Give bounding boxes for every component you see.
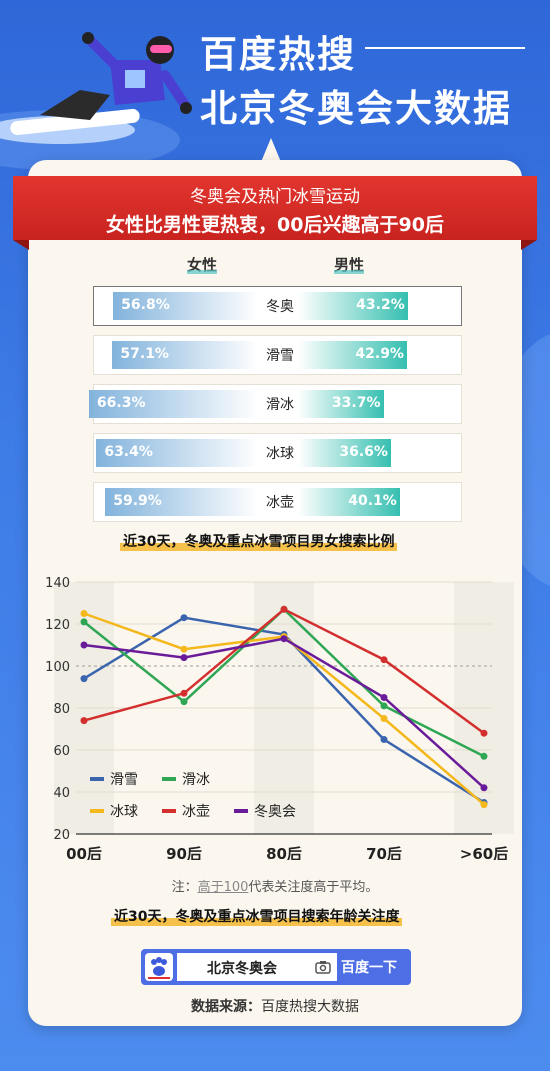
male-bar bbox=[298, 292, 409, 320]
source-label: 数据来源： bbox=[191, 999, 261, 1015]
male-bar bbox=[298, 488, 401, 516]
female-bar bbox=[88, 390, 258, 418]
gender-row: 66.3% 滑冰 33.7% bbox=[88, 384, 462, 424]
series-point bbox=[80, 618, 88, 626]
gender-row: 56.8% 冬奥 43.2% bbox=[93, 286, 462, 326]
y-tick-label: 140 bbox=[45, 576, 70, 591]
female-bar bbox=[105, 488, 258, 516]
note-prefix: 注： bbox=[171, 880, 198, 895]
female-percent: 56.8% bbox=[121, 297, 170, 313]
male-percent: 42.9% bbox=[355, 346, 404, 362]
female-percent: 66.3% bbox=[96, 395, 146, 411]
legend-label: 冬奥会 bbox=[254, 803, 296, 820]
banner-fold-left bbox=[13, 240, 29, 250]
note-rest: 代表关注度高于平均。 bbox=[248, 880, 379, 895]
y-tick-label: 60 bbox=[53, 744, 70, 759]
x-tick-label: 00后 bbox=[66, 845, 102, 860]
series-point bbox=[380, 715, 388, 722]
female-bar bbox=[113, 292, 258, 320]
male-bar bbox=[298, 341, 408, 369]
female-percent: 59.9% bbox=[113, 493, 162, 509]
legend-label: 冰壶 bbox=[182, 804, 210, 820]
male-percent: 33.7% bbox=[331, 395, 381, 411]
search-button[interactable]: 百度一下 bbox=[341, 960, 397, 976]
legend-label: 冰球 bbox=[110, 804, 138, 820]
y-tick-label: 40 bbox=[53, 786, 70, 801]
series-point bbox=[480, 752, 488, 760]
y-tick-label: 120 bbox=[45, 618, 70, 633]
male-percent: 36.6% bbox=[339, 444, 388, 460]
header-title-line2: 北京冬奥会大数据 bbox=[200, 87, 512, 130]
male-column-header: 男性 bbox=[334, 256, 365, 274]
female-percent: 57.1% bbox=[120, 346, 169, 362]
chart-note: 注：高于100代表关注度高于平均。 bbox=[0, 876, 550, 895]
sport-label: 冬奥 bbox=[266, 299, 294, 315]
y-tick-label: 100 bbox=[45, 660, 70, 675]
search-input[interactable]: 北京冬奥会 bbox=[177, 953, 337, 981]
baidu-search-box: 北京冬奥会 百度一下 bbox=[141, 949, 411, 985]
sport-label: 滑冰 bbox=[266, 397, 294, 413]
y-tick-label: 20 bbox=[53, 828, 70, 843]
gender-row: 59.9% 冰壶 40.1% bbox=[93, 482, 462, 522]
note-underlined: 高于100 bbox=[197, 880, 249, 895]
series-point bbox=[180, 698, 188, 706]
series-point bbox=[380, 736, 388, 743]
series-point bbox=[180, 689, 188, 697]
series-point bbox=[480, 784, 488, 792]
series-point bbox=[180, 654, 188, 662]
series-point bbox=[480, 801, 488, 809]
series-point bbox=[380, 656, 388, 664]
series-point bbox=[80, 717, 88, 725]
snowboarder-illustration bbox=[0, 32, 192, 144]
sport-label: 冰球 bbox=[266, 446, 294, 462]
male-percent: 40.1% bbox=[348, 493, 397, 509]
data-source: 数据来源：百度热搜大数据 bbox=[0, 996, 550, 1016]
series-point bbox=[80, 641, 88, 649]
baidu-paw-icon[interactable] bbox=[145, 953, 173, 981]
male-bar bbox=[298, 439, 392, 467]
sport-label: 冰壶 bbox=[266, 495, 294, 511]
series-point bbox=[280, 635, 288, 643]
card-notch bbox=[261, 138, 281, 162]
series-point bbox=[280, 605, 288, 613]
gender-caption: 近30天，冬奥及重点冰雪项目男女搜索比例 bbox=[120, 531, 398, 551]
female-column-header: 女性 bbox=[187, 256, 218, 274]
source-value: 百度热搜大数据 bbox=[261, 999, 359, 1015]
search-query: 北京冬奥会 bbox=[207, 961, 277, 977]
female-bar bbox=[112, 341, 258, 369]
header-divider bbox=[365, 47, 525, 49]
female-bar bbox=[96, 439, 258, 467]
banner-fold-right bbox=[521, 240, 537, 250]
legend-label: 滑雪 bbox=[110, 771, 138, 788]
female-percent: 63.4% bbox=[104, 444, 153, 460]
series-point bbox=[80, 675, 88, 683]
camera-icon[interactable] bbox=[315, 960, 331, 974]
series-point bbox=[380, 694, 388, 701]
series-point bbox=[380, 702, 388, 710]
gender-row: 57.1% 滑雪 42.9% bbox=[93, 335, 462, 375]
x-tick-label: 80后 bbox=[266, 845, 302, 860]
header-title-line1: 百度热搜 bbox=[200, 33, 356, 76]
ribbon-banner: 冬奥会及热门冰雪运动 女性比男性更热衷，00后兴趣高于90后 bbox=[13, 176, 537, 240]
y-tick-label: 80 bbox=[53, 702, 70, 717]
series-point bbox=[180, 645, 188, 653]
x-tick-label: >60后 bbox=[460, 845, 508, 860]
banner-title: 女性比男性更热衷，00后兴趣高于90后 bbox=[106, 214, 444, 236]
male-percent: 43.2% bbox=[356, 297, 405, 313]
x-tick-label: 90后 bbox=[166, 845, 202, 860]
banner-subtitle: 冬奥会及热门冰雪运动 bbox=[190, 187, 360, 207]
series-point bbox=[80, 610, 88, 617]
gender-row: 63.4% 冰球 36.6% bbox=[93, 433, 462, 473]
x-tick-label: 70后 bbox=[366, 845, 402, 860]
sport-label: 滑雪 bbox=[266, 348, 294, 364]
legend-label: 滑冰 bbox=[182, 771, 210, 788]
age-caption: 近30天，冬奥及重点冰雪项目搜索年龄关注度 bbox=[111, 906, 403, 926]
male-bar bbox=[298, 390, 384, 418]
series-point bbox=[480, 729, 488, 737]
series-point bbox=[180, 614, 188, 622]
